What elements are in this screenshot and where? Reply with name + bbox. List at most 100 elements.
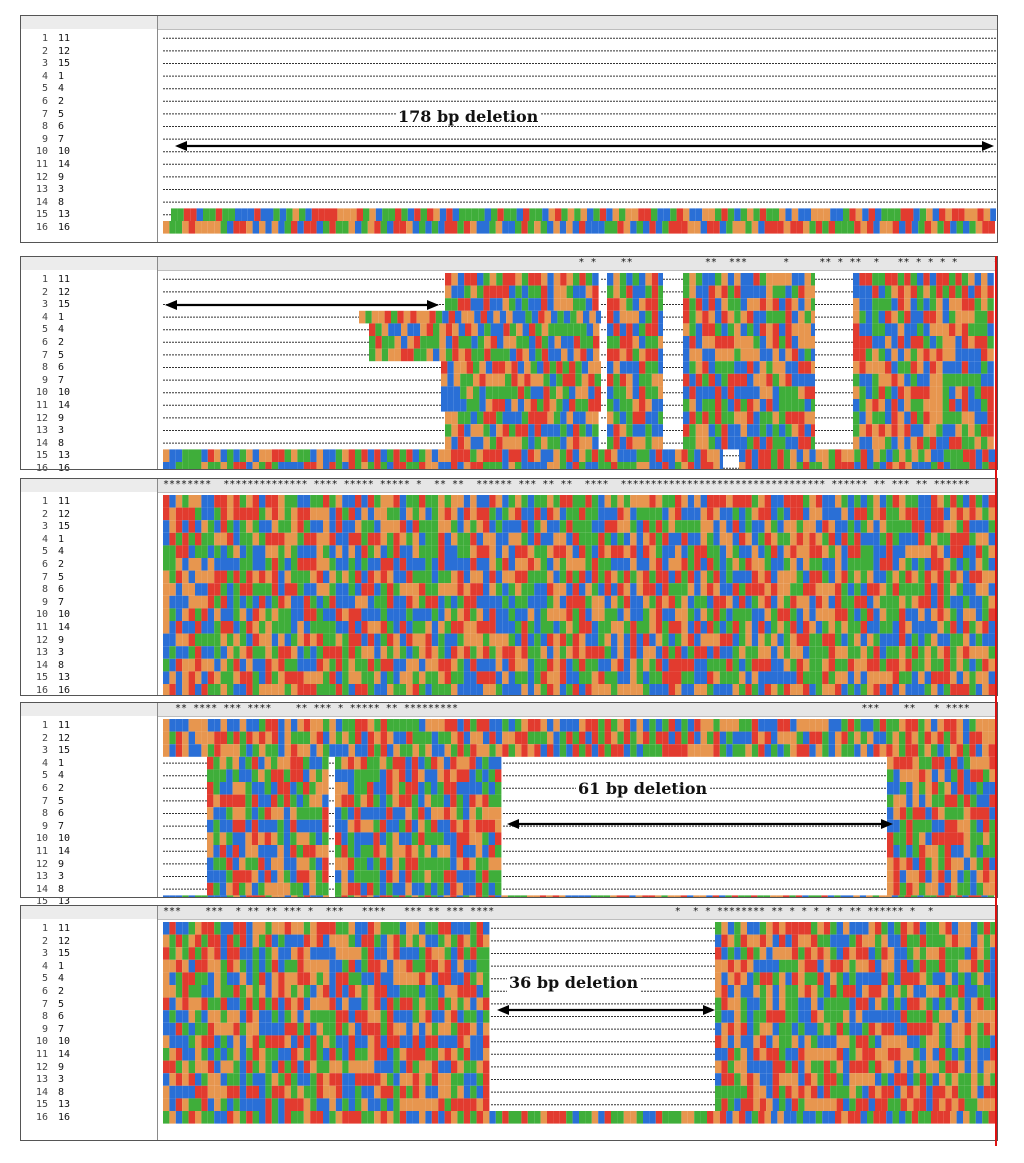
base-cell (182, 608, 189, 621)
base-cell (989, 832, 996, 845)
base-cell (182, 646, 189, 659)
base-cell (444, 520, 451, 533)
base-cell (983, 807, 990, 820)
base-cell (310, 558, 317, 571)
base-cell (713, 545, 720, 558)
base-cell (657, 208, 664, 221)
base-cell (341, 769, 348, 782)
base-cell (427, 208, 434, 221)
base-cell (291, 495, 298, 508)
base-cell (937, 507, 944, 521)
base-cell (399, 719, 407, 732)
base-cell (989, 857, 996, 871)
base-cell (904, 323, 911, 336)
base-cell (354, 857, 361, 871)
base-cell (469, 819, 476, 833)
base-cell (970, 845, 977, 858)
base-cell (796, 583, 803, 596)
base-cell (419, 731, 426, 745)
base-cell (347, 857, 355, 871)
base-cell (981, 399, 988, 412)
base-cell (496, 273, 503, 286)
base-cell (361, 731, 368, 745)
base-cell (451, 285, 458, 299)
base-cell (809, 684, 816, 696)
base-cell (873, 570, 880, 584)
base-cell (668, 583, 675, 596)
base-cell (392, 782, 399, 795)
base-cell (956, 570, 963, 584)
row-index: 1 (41, 720, 48, 731)
base-cell (310, 744, 317, 757)
base-cell (495, 857, 502, 871)
base-cell (853, 323, 860, 336)
base-cell (626, 411, 633, 425)
base-cell (974, 424, 981, 437)
base-cell (573, 424, 580, 437)
base-cell (675, 449, 682, 462)
base-cell (611, 520, 618, 533)
base-cell (950, 449, 957, 462)
base-cell (201, 595, 208, 609)
row-index: 2 (41, 286, 48, 298)
base-cell (899, 621, 906, 634)
base-cell (207, 719, 215, 732)
base-cell (681, 583, 688, 596)
base-cell (917, 373, 924, 387)
base-cell (460, 386, 467, 399)
deletion-arrow-head (165, 300, 177, 310)
base-cell (227, 221, 234, 234)
base-cell (963, 819, 971, 833)
base-cell (687, 449, 695, 462)
base-cell (348, 558, 355, 571)
base-cell (483, 462, 490, 470)
base-cell (803, 449, 810, 462)
names-header (20, 15, 158, 29)
base-cell (419, 671, 426, 684)
base-cell (591, 449, 599, 462)
base-cell (623, 671, 631, 684)
base-cell (611, 684, 618, 696)
base-cell (675, 684, 682, 696)
base-cell (399, 744, 407, 757)
base-cell (258, 807, 265, 820)
base-cell (905, 532, 912, 546)
base-cell (961, 310, 969, 324)
base-cell (488, 832, 495, 845)
base-cell (585, 221, 592, 234)
base-cell (431, 570, 439, 584)
row-index: 12 (35, 412, 48, 424)
base-cell (220, 545, 227, 558)
base-cell (163, 719, 170, 732)
base-cell (911, 495, 919, 508)
base-cell (284, 449, 291, 462)
base-cell (700, 684, 707, 696)
base-cell (367, 744, 375, 757)
base-cell (265, 545, 272, 558)
base-cell (790, 462, 797, 470)
base-cell (463, 633, 471, 647)
base-cell (702, 285, 709, 299)
base-cell (342, 520, 349, 533)
base-cell (645, 373, 652, 387)
base-cell (925, 794, 932, 808)
base-cell (976, 782, 983, 795)
base-cell (405, 756, 412, 770)
base-cell (226, 807, 233, 820)
base-cell (492, 373, 499, 387)
base-cell (188, 608, 195, 621)
base-cell (579, 684, 586, 696)
base-cell (495, 558, 503, 571)
base-cell (835, 595, 842, 609)
base-cell (867, 608, 874, 621)
base-cell (707, 595, 714, 609)
base-cell (707, 744, 714, 757)
base-cell (316, 731, 323, 745)
base-cell (437, 857, 444, 871)
base-cell (611, 558, 618, 571)
base-cell (758, 595, 765, 609)
base-cell (393, 520, 400, 533)
sequence-row-label: 13 3 (20, 424, 157, 437)
base-cell (931, 794, 939, 808)
base-cell (747, 373, 754, 387)
